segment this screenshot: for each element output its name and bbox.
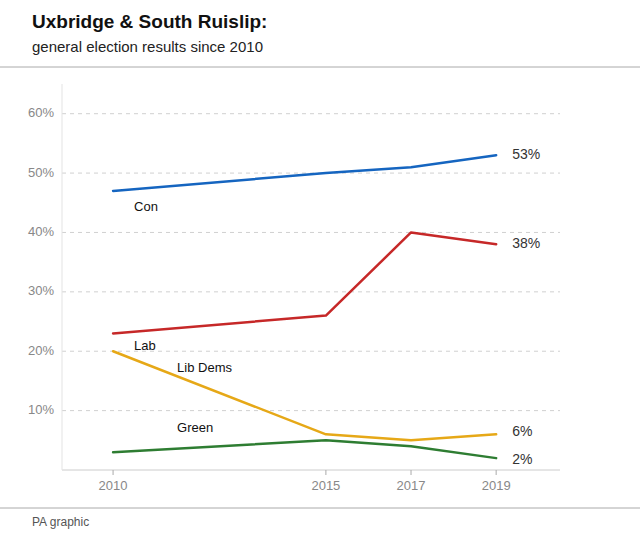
header-rule <box>0 67 640 68</box>
series-line <box>113 440 496 458</box>
x-tick-label: 2015 <box>311 478 340 493</box>
grid-line <box>62 232 560 233</box>
series-label: Lib Dems <box>177 360 232 375</box>
series-label: Lab <box>134 338 156 353</box>
x-tick <box>411 470 412 475</box>
y-tick-label: 40% <box>28 224 54 239</box>
y-grid <box>62 114 560 411</box>
chart: Uxbridge & South Ruislip: general electio… <box>0 0 640 538</box>
x-axis <box>62 470 560 471</box>
x-tick <box>113 470 114 475</box>
lines <box>113 155 496 458</box>
y-tick-label: 30% <box>28 283 54 298</box>
data-label: 6% <box>512 423 532 439</box>
series-label: Con <box>134 199 158 214</box>
y-axis <box>62 84 63 470</box>
series-line <box>113 232 496 333</box>
title: Uxbridge & South Ruislip: <box>32 11 267 32</box>
grid-line <box>62 410 560 411</box>
x-tick-label: 2017 <box>397 478 426 493</box>
grid-line <box>62 291 560 292</box>
x-tick-label: 2019 <box>482 478 511 493</box>
x-tick <box>325 470 326 475</box>
y-tick-label: 10% <box>28 402 54 417</box>
series-line <box>113 155 496 191</box>
series-line <box>113 351 496 440</box>
data-label: 2% <box>512 451 532 467</box>
y-tick-label: 20% <box>28 343 54 358</box>
x-tick-label: 2010 <box>99 478 128 493</box>
footer: PA graphic <box>32 515 89 529</box>
subtitle: general election results since 2010 <box>32 38 263 55</box>
grid-line <box>62 113 560 114</box>
data-label: 53% <box>512 146 540 162</box>
x-tick <box>496 470 497 475</box>
y-tick-label: 50% <box>28 165 54 180</box>
data-label: 38% <box>512 235 540 251</box>
y-tick-label: 60% <box>28 105 54 120</box>
footer-rule <box>0 508 640 509</box>
series-label: Green <box>177 420 213 435</box>
